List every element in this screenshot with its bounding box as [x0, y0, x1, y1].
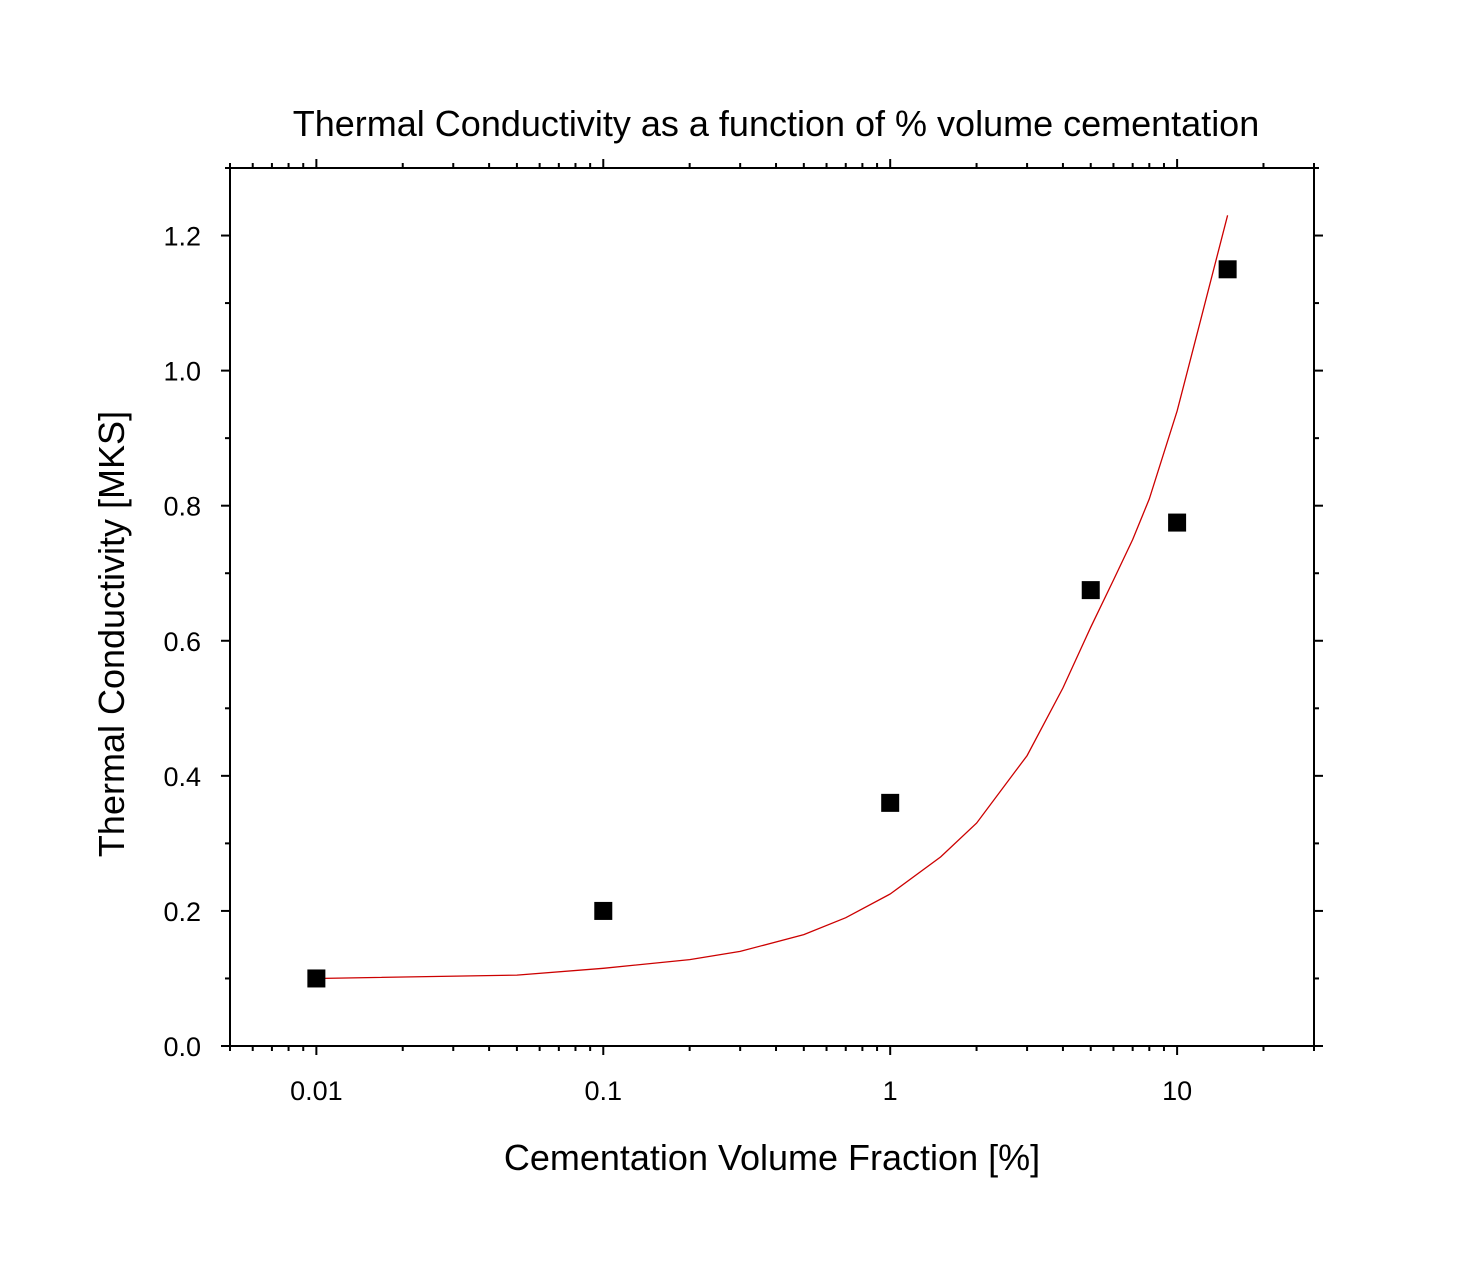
- data-point: [594, 901, 613, 920]
- x-axis-ticks: 0.01 0.1 1 10: [229, 159, 1315, 1106]
- x-axis-label: Cementation Volume Fraction [%]: [504, 1137, 1040, 1178]
- chart-title: Thermal Conductivity as a function of % …: [293, 103, 1259, 144]
- data-point: [1218, 260, 1237, 279]
- fit-curve: [316, 215, 1229, 980]
- y-tick-label: 0.8: [163, 492, 201, 522]
- data-point: [1168, 513, 1187, 532]
- y-axis-ticks: 0.0 0.2 0.4 0.6 0.8 1.0 1.2: [163, 167, 1323, 1062]
- plot-frame: [229, 167, 1315, 1047]
- y-tick-label: 0.2: [163, 897, 201, 927]
- y-tick-label: 1.0: [163, 357, 201, 387]
- x-tick-label: 0.01: [290, 1076, 343, 1106]
- data-point: [307, 969, 326, 988]
- y-tick-label: 0.0: [163, 1032, 201, 1062]
- y-tick-label: 1.2: [163, 222, 201, 252]
- y-tick-label: 0.4: [163, 762, 201, 792]
- y-axis-label: Thermal Conductivity [MKS]: [91, 411, 132, 857]
- series-layer: [307, 215, 1237, 988]
- data-point: [881, 793, 900, 812]
- data-point: [1081, 581, 1100, 600]
- y-tick-label: 0.6: [163, 627, 201, 657]
- x-tick-label: 1: [883, 1076, 898, 1106]
- x-tick-label: 0.1: [585, 1076, 623, 1106]
- x-tick-label: 10: [1162, 1076, 1192, 1106]
